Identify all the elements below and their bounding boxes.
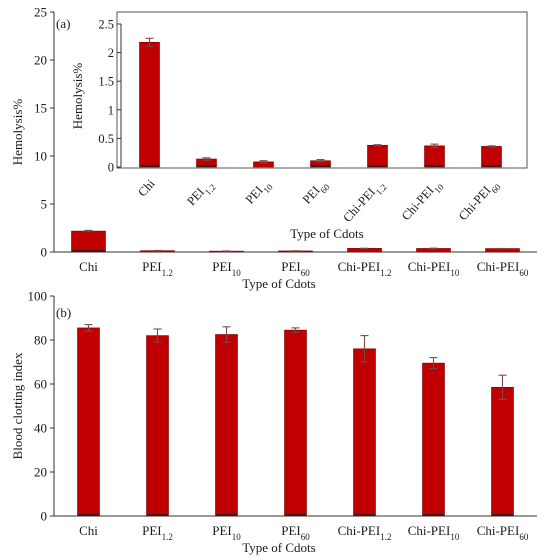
clotting-error-bar-pei60: [291, 327, 300, 333]
clotting-y-tick-label-2: 40: [34, 421, 47, 436]
inset-error-bar-pei10: [259, 160, 268, 164]
clotting-x-tick-label-pei60: PEI60: [281, 523, 310, 542]
inset-bar-chi-pei1-2-base: [367, 165, 388, 167]
hemolysis-y-axis-title: Hemolysis%: [10, 99, 25, 166]
clotting-y-tick-label-5: 100: [28, 289, 48, 304]
inset-bar-chi-pei60: [481, 146, 502, 168]
clotting-bar-chi: [77, 327, 100, 517]
clotting-bar-chi-pei10: [422, 362, 445, 517]
clotting-y-tick-label-0: 0: [41, 509, 48, 524]
inset-bar-chi-pei10: [424, 145, 445, 168]
hemolysis-x-tick-label-pei1-2: PEI1.2: [142, 259, 173, 278]
inset-y-tick-label-3: 1.5: [98, 75, 114, 89]
inset-x-tick-label-chi: Chi: [135, 176, 158, 199]
hemolysis-y-tick-label-4: 20: [34, 53, 47, 68]
inset-error-bar-pei60: [316, 159, 325, 163]
clotting-y-tick-label-4: 80: [34, 333, 47, 348]
clotting-bar-chi-base: [77, 514, 100, 516]
hemolysis-x-tick-label-chi-pei1-2: Chi-PEI1.2: [338, 259, 392, 278]
hemolysis-bar-chi-base: [71, 250, 106, 252]
inset-bar-chi: [139, 41, 160, 168]
inset-x-tick-label-pei60: PEI60: [300, 176, 332, 209]
clotting-y-tick-label-1: 20: [34, 465, 47, 480]
clotting-bar-pei1-2-base: [146, 514, 169, 516]
clotting-bar-chi-pei10-base: [422, 514, 445, 516]
inset-x-axis-title: Type of Cdots: [290, 226, 363, 241]
clotting-bar-pei10-base: [215, 514, 238, 516]
hemolysis-chart: (a) Hemolysis% Type of Cdots 0510152025 …: [10, 5, 537, 291]
blood-clotting-chart: (b) Blood clotting index Type of Cdots 0…: [10, 289, 537, 555]
inset-error-bar-pei1-2: [202, 157, 211, 161]
inset-bar-chi-pei1-2: [367, 144, 388, 168]
inset-bar-chi-pei60-base: [481, 165, 502, 167]
inset-y-axis-title: Hemolysis%: [70, 63, 85, 130]
clotting-x-tick-label-pei1-2: PEI1.2: [142, 523, 173, 542]
clotting-error-bar-pei10: [222, 326, 231, 343]
clotting-y-axis-title: Blood clotting index: [10, 352, 25, 459]
inset-bar-pei60-base: [310, 165, 331, 167]
hemolysis-x-tick-label-chi: Chi: [79, 259, 98, 274]
hemolysis-y-tick-label-3: 15: [34, 101, 47, 116]
inset-error-bar-chi-pei1-2: [373, 144, 382, 147]
inset-x-tick-label-pei10: PEI10: [243, 176, 275, 209]
hemolysis-y-tick-label-5: 25: [34, 5, 47, 20]
clotting-x-tick-label-pei10: PEI10: [212, 523, 241, 542]
clotting-x-tick-label-chi-pei60: Chi-PEI60: [477, 523, 529, 542]
inset-y-tick-label-5: 2.5: [98, 18, 114, 32]
clotting-y-tick-label-3: 60: [34, 377, 47, 392]
clotting-x-tick-label-chi-pei1-2: Chi-PEI1.2: [338, 523, 392, 542]
clotting-error-bar-chi: [84, 324, 93, 332]
clotting-error-bar-pei1-2: [153, 328, 162, 343]
inset-x-tick-label-chi-pei60: Chi-PEI60: [456, 176, 503, 226]
hemolysis-y-tick-label-2: 10: [34, 149, 47, 164]
hemolysis-y-tick-label-1: 5: [41, 197, 48, 212]
inset-bar-chi-base: [139, 165, 160, 167]
hemolysis-x-axis-title: Type of Cdots: [242, 276, 315, 291]
clotting-bar-chi-pei60-base: [491, 514, 514, 516]
hemolysis-x-tick-label-pei10: PEI10: [212, 259, 241, 278]
clotting-x-axis-title: Type of Cdots: [242, 540, 315, 555]
hemolysis-x-tick-label-chi-pei60: Chi-PEI60: [477, 259, 529, 278]
clotting-error-bar-chi-pei60: [498, 374, 507, 400]
inset-y-tick-label-2: 1: [108, 103, 114, 117]
panel-label-a: (a): [56, 16, 70, 31]
clotting-error-bar-chi-pei10: [429, 357, 438, 370]
inset-x-tick-label-chi-pei10: Chi-PEI10: [399, 176, 446, 226]
inset-y-tick-label-4: 2: [108, 46, 114, 60]
clotting-bar-chi-pei1-2-base: [353, 514, 376, 516]
hemolysis-bar-chi: [71, 230, 106, 253]
clotting-x-tick-label-chi-pei10: Chi-PEI10: [408, 523, 460, 542]
hemolysis-error-bar-chi: [84, 229, 93, 233]
clotting-error-bar-chi-pei1-2: [360, 335, 369, 363]
inset-error-bar-chi: [145, 37, 154, 47]
clotting-bar-pei60-base: [284, 514, 307, 516]
inset-error-bar-chi-pei60: [487, 145, 496, 148]
inset-y-tick-label-1: 0.5: [98, 132, 114, 146]
hemolysis-error-bar-chi-pei10: [429, 247, 438, 250]
hemolysis-x-tick-label-chi-pei10: Chi-PEI10: [408, 259, 460, 278]
clotting-x-tick-label-chi: Chi: [79, 523, 98, 538]
inset-x-tick-label-chi-pei1-2: Chi-PEI1.2: [340, 177, 388, 228]
inset-bar-chi-pei10-base: [424, 165, 445, 167]
inset-bar-pei1-2-base: [196, 165, 217, 167]
inset-frame: [116, 11, 528, 169]
hemolysis-inset-chart: Hemolysis% Type of Cdots 0 0.5 1 1.5 2 2.5 Ch…: [70, 11, 528, 241]
clotting-bar-chi-pei1-2: [353, 348, 376, 517]
hemolysis-y-tick-label-0: 0: [41, 245, 48, 260]
panel-label-b: (b): [56, 305, 71, 320]
inset-x-tick-label-pei1-2: PEI1.2: [184, 177, 217, 211]
clotting-bar-pei60: [284, 329, 307, 517]
clotting-bar-pei10: [215, 334, 238, 517]
clotting-bar-chi-pei60: [491, 386, 514, 517]
inset-error-bar-chi-pei10: [430, 143, 439, 149]
inset-y-tick-label-0: 0: [108, 161, 114, 175]
hemolysis-x-tick-label-pei60: PEI60: [281, 259, 310, 278]
clotting-bar-pei1-2: [146, 335, 169, 517]
